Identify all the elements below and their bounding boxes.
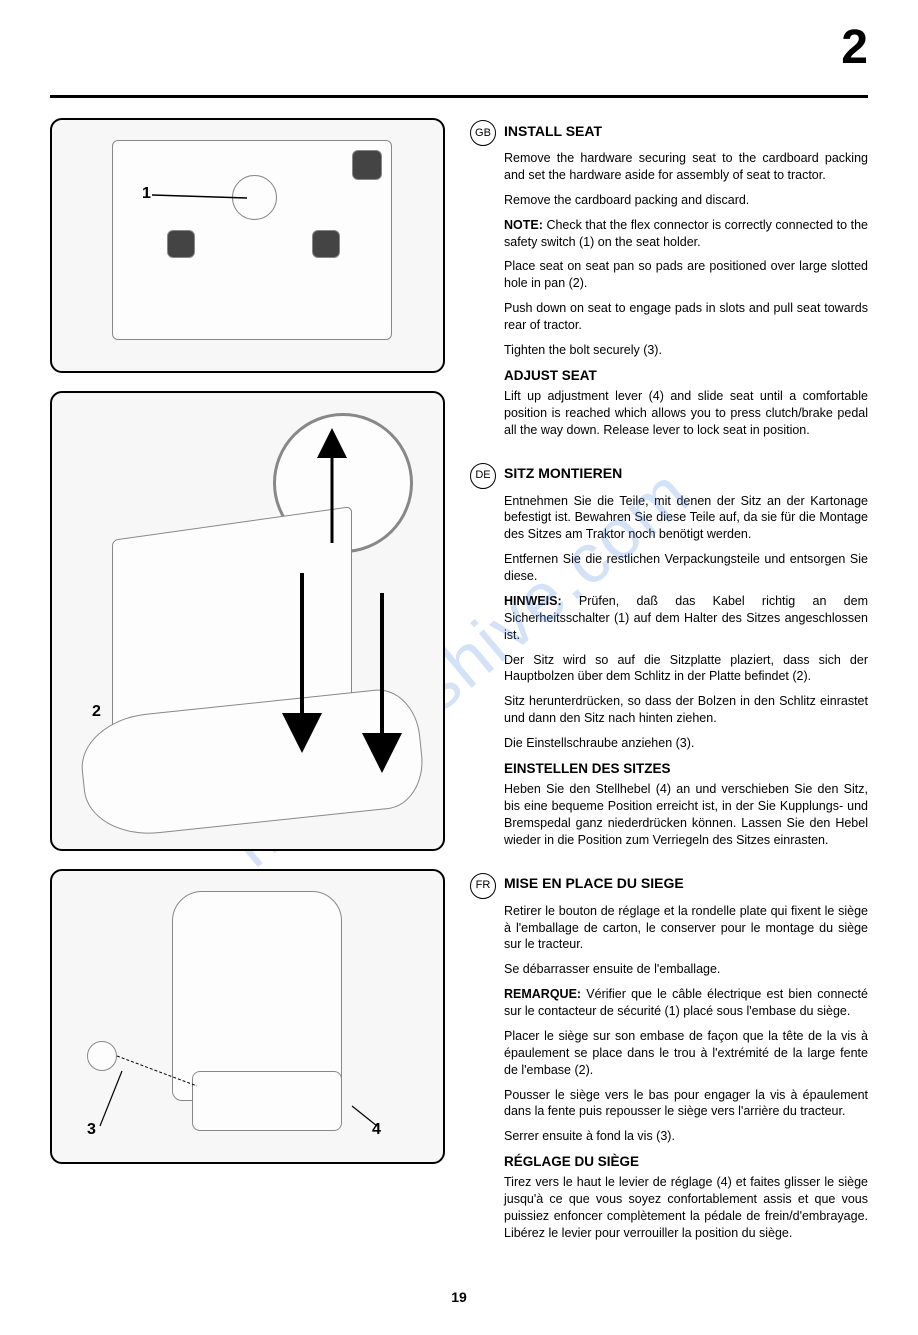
lang-badge-de: DE [470, 463, 496, 489]
lang-badge-fr: FR [470, 873, 496, 899]
page-number: 19 [50, 1289, 868, 1305]
gb-note-label: NOTE: [504, 218, 543, 232]
figure-3-leaders [52, 871, 445, 1164]
de-p2: Entfernen Sie die restlichen Verpackungs… [504, 551, 868, 585]
fr-p1: Retirer le bouton de réglage et la ronde… [504, 903, 868, 954]
figure-1-leader [52, 120, 445, 373]
de-p3: Der Sitz wird so auf die Sitzplatte plaz… [504, 652, 868, 686]
gb-sub-p1: Lift up adjustment lever (4) and slide s… [504, 388, 868, 439]
fr-note-label: REMARQUE: [504, 987, 581, 1001]
fr-note: REMARQUE: Vérifier que le câble électriq… [504, 986, 868, 1020]
fr-p4: Pousser le siège vers le bas pour engage… [504, 1087, 868, 1121]
gb-sub-title: ADJUST SEAT [504, 367, 868, 385]
top-rule [50, 95, 868, 98]
figure-2-arrows [52, 393, 445, 851]
de-note-label: HINWEIS: [504, 594, 562, 608]
fr-p3: Placer le siège sur son embase de façon … [504, 1028, 868, 1079]
fr-p2: Se débarrasser ensuite de l'emballage. [504, 961, 868, 978]
de-p1: Entnehmen Sie die Teile, mit denen der S… [504, 493, 868, 544]
lang-badge-gb: GB [470, 120, 496, 146]
de-sub-p1: Heben Sie den Stellhebel (4) an und vers… [504, 781, 868, 849]
fr-sub-title: RÉGLAGE DU SIÈGE [504, 1153, 868, 1171]
de-sub-title: EINSTELLEN DES SITZES [504, 760, 868, 778]
de-p5: Die Einstellschraube anziehen (3). [504, 735, 868, 752]
gb-p3: Place seat on seat pan so pads are posit… [504, 258, 868, 292]
gb-note: NOTE: Check that the flex connector is c… [504, 217, 868, 251]
figure-3: 3 4 [50, 869, 445, 1164]
title-gb: INSTALL SEAT [504, 122, 602, 141]
fr-p5: Serrer ensuite à fond la vis (3). [504, 1128, 868, 1145]
figure-2: 2 [50, 391, 445, 851]
section-fr: FR MISE EN PLACE DU SIEGE Retirer le bou… [470, 871, 868, 1242]
gb-p1: Remove the hardware securing seat to the… [504, 150, 868, 184]
de-note: HINWEIS: Prüfen, daß das Kabel richtig a… [504, 593, 868, 644]
title-fr: MISE EN PLACE DU SIEGE [504, 874, 684, 893]
callout-2: 2 [92, 703, 101, 721]
chapter-number: 2 [841, 20, 868, 75]
section-de: DE SITZ MONTIEREN Entnehmen Sie die Teil… [470, 461, 868, 849]
callout-4: 4 [372, 1121, 381, 1139]
title-de: SITZ MONTIEREN [504, 464, 622, 483]
gb-p4: Push down on seat to engage pads in slot… [504, 300, 868, 334]
section-gb: GB INSTALL SEAT Remove the hardware secu… [470, 118, 868, 439]
figure-1: 1 [50, 118, 445, 373]
callout-1: 1 [142, 185, 151, 203]
gb-note-text: Check that the flex connector is correct… [504, 218, 868, 249]
gb-p2: Remove the cardboard packing and discard… [504, 192, 868, 209]
gb-p5: Tighten the bolt securely (3). [504, 342, 868, 359]
callout-3: 3 [87, 1121, 96, 1139]
fr-sub-p1: Tirez vers le haut le levier de réglage … [504, 1174, 868, 1242]
de-p4: Sitz herunterdrücken, so dass der Bolzen… [504, 693, 868, 727]
